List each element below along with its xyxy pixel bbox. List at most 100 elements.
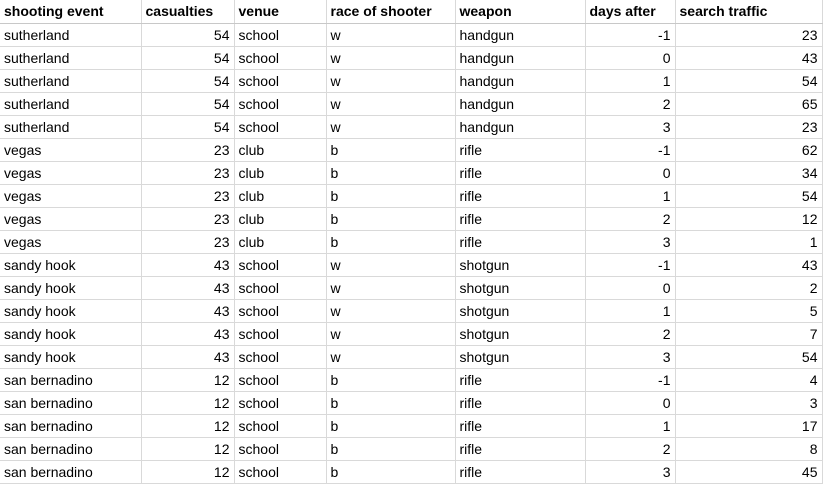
cell-search-traffic[interactable]: 17 — [675, 414, 823, 438]
cell-venue[interactable]: school — [234, 391, 327, 415]
cell-venue[interactable]: school — [234, 299, 327, 323]
cell-casualties[interactable]: 43 — [141, 276, 235, 300]
cell-shooting-event[interactable]: san bernadino — [0, 368, 142, 392]
cell-shooting-event[interactable]: san bernadino — [0, 391, 142, 415]
cell-shooting-event[interactable]: vegas — [0, 161, 142, 185]
cell-search-traffic[interactable]: 54 — [675, 184, 823, 208]
cell-shooting-event[interactable]: sutherland — [0, 92, 142, 116]
cell-race-of-shooter[interactable]: b — [326, 138, 456, 162]
cell-race-of-shooter[interactable]: b — [326, 391, 456, 415]
cell-search-traffic[interactable]: 7 — [675, 322, 823, 346]
cell-weapon[interactable]: handgun — [455, 46, 586, 70]
cell-race-of-shooter[interactable]: b — [326, 184, 456, 208]
cell-casualties[interactable]: 23 — [141, 230, 235, 254]
cell-casualties[interactable]: 12 — [141, 414, 235, 438]
header-cell-casualties[interactable]: casualties — [141, 0, 235, 24]
cell-search-traffic[interactable]: 23 — [675, 23, 823, 47]
cell-casualties[interactable]: 54 — [141, 69, 235, 93]
cell-race-of-shooter[interactable]: w — [326, 69, 456, 93]
cell-venue[interactable]: school — [234, 437, 327, 461]
cell-days-after[interactable]: 3 — [585, 345, 676, 369]
cell-casualties[interactable]: 12 — [141, 460, 235, 484]
cell-venue[interactable]: school — [234, 276, 327, 300]
cell-weapon[interactable]: rifle — [455, 368, 586, 392]
cell-race-of-shooter[interactable]: w — [326, 46, 456, 70]
cell-venue[interactable]: school — [234, 92, 327, 116]
cell-weapon[interactable]: rifle — [455, 460, 586, 484]
cell-search-traffic[interactable]: 12 — [675, 207, 823, 231]
cell-casualties[interactable]: 12 — [141, 391, 235, 415]
cell-casualties[interactable]: 12 — [141, 368, 235, 392]
cell-casualties[interactable]: 43 — [141, 322, 235, 346]
cell-search-traffic[interactable]: 62 — [675, 138, 823, 162]
cell-weapon[interactable]: shotgun — [455, 299, 586, 323]
cell-race-of-shooter[interactable]: w — [326, 299, 456, 323]
cell-weapon[interactable]: shotgun — [455, 276, 586, 300]
cell-race-of-shooter[interactable]: w — [326, 23, 456, 47]
cell-venue[interactable]: club — [234, 230, 327, 254]
cell-weapon[interactable]: rifle — [455, 207, 586, 231]
cell-venue[interactable]: school — [234, 414, 327, 438]
header-cell-venue[interactable]: venue — [234, 0, 327, 24]
cell-casualties[interactable]: 23 — [141, 184, 235, 208]
cell-weapon[interactable]: rifle — [455, 230, 586, 254]
cell-venue[interactable]: school — [234, 69, 327, 93]
cell-days-after[interactable]: 2 — [585, 322, 676, 346]
cell-race-of-shooter[interactable]: w — [326, 345, 456, 369]
cell-shooting-event[interactable]: sutherland — [0, 69, 142, 93]
cell-casualties[interactable]: 23 — [141, 161, 235, 185]
cell-search-traffic[interactable]: 4 — [675, 368, 823, 392]
cell-shooting-event[interactable]: vegas — [0, 184, 142, 208]
cell-days-after[interactable]: 1 — [585, 184, 676, 208]
cell-shooting-event[interactable]: san bernadino — [0, 460, 142, 484]
cell-casualties[interactable]: 43 — [141, 299, 235, 323]
cell-venue[interactable]: club — [234, 138, 327, 162]
cell-weapon[interactable]: handgun — [455, 23, 586, 47]
cell-venue[interactable]: school — [234, 322, 327, 346]
header-cell-weapon[interactable]: weapon — [455, 0, 586, 24]
cell-search-traffic[interactable]: 23 — [675, 115, 823, 139]
cell-weapon[interactable]: shotgun — [455, 253, 586, 277]
cell-weapon[interactable]: shotgun — [455, 345, 586, 369]
cell-venue[interactable]: school — [234, 115, 327, 139]
cell-days-after[interactable]: 2 — [585, 437, 676, 461]
cell-casualties[interactable]: 54 — [141, 115, 235, 139]
cell-shooting-event[interactable]: sandy hook — [0, 299, 142, 323]
cell-race-of-shooter[interactable]: w — [326, 253, 456, 277]
cell-shooting-event[interactable]: sutherland — [0, 115, 142, 139]
cell-race-of-shooter[interactable]: w — [326, 92, 456, 116]
cell-casualties[interactable]: 54 — [141, 92, 235, 116]
cell-search-traffic[interactable]: 54 — [675, 69, 823, 93]
cell-days-after[interactable]: 0 — [585, 46, 676, 70]
cell-shooting-event[interactable]: vegas — [0, 138, 142, 162]
cell-weapon[interactable]: shotgun — [455, 322, 586, 346]
cell-weapon[interactable]: rifle — [455, 437, 586, 461]
cell-days-after[interactable]: 1 — [585, 414, 676, 438]
cell-days-after[interactable]: 2 — [585, 92, 676, 116]
cell-venue[interactable]: club — [234, 207, 327, 231]
cell-race-of-shooter[interactable]: b — [326, 414, 456, 438]
cell-search-traffic[interactable]: 8 — [675, 437, 823, 461]
cell-search-traffic[interactable]: 1 — [675, 230, 823, 254]
cell-casualties[interactable]: 43 — [141, 253, 235, 277]
cell-days-after[interactable]: -1 — [585, 23, 676, 47]
cell-shooting-event[interactable]: sandy hook — [0, 276, 142, 300]
cell-race-of-shooter[interactable]: b — [326, 460, 456, 484]
cell-days-after[interactable]: -1 — [585, 253, 676, 277]
cell-search-traffic[interactable]: 54 — [675, 345, 823, 369]
cell-days-after[interactable]: 3 — [585, 460, 676, 484]
cell-race-of-shooter[interactable]: w — [326, 322, 456, 346]
header-cell-race-of-shooter[interactable]: race of shooter — [326, 0, 456, 24]
cell-search-traffic[interactable]: 65 — [675, 92, 823, 116]
cell-weapon[interactable]: rifle — [455, 184, 586, 208]
cell-venue[interactable]: school — [234, 46, 327, 70]
cell-venue[interactable]: school — [234, 23, 327, 47]
cell-weapon[interactable]: rifle — [455, 414, 586, 438]
cell-race-of-shooter[interactable]: w — [326, 276, 456, 300]
cell-casualties[interactable]: 12 — [141, 437, 235, 461]
cell-shooting-event[interactable]: sandy hook — [0, 253, 142, 277]
cell-casualties[interactable]: 23 — [141, 207, 235, 231]
cell-venue[interactable]: club — [234, 161, 327, 185]
cell-race-of-shooter[interactable]: b — [326, 207, 456, 231]
cell-days-after[interactable]: 0 — [585, 391, 676, 415]
